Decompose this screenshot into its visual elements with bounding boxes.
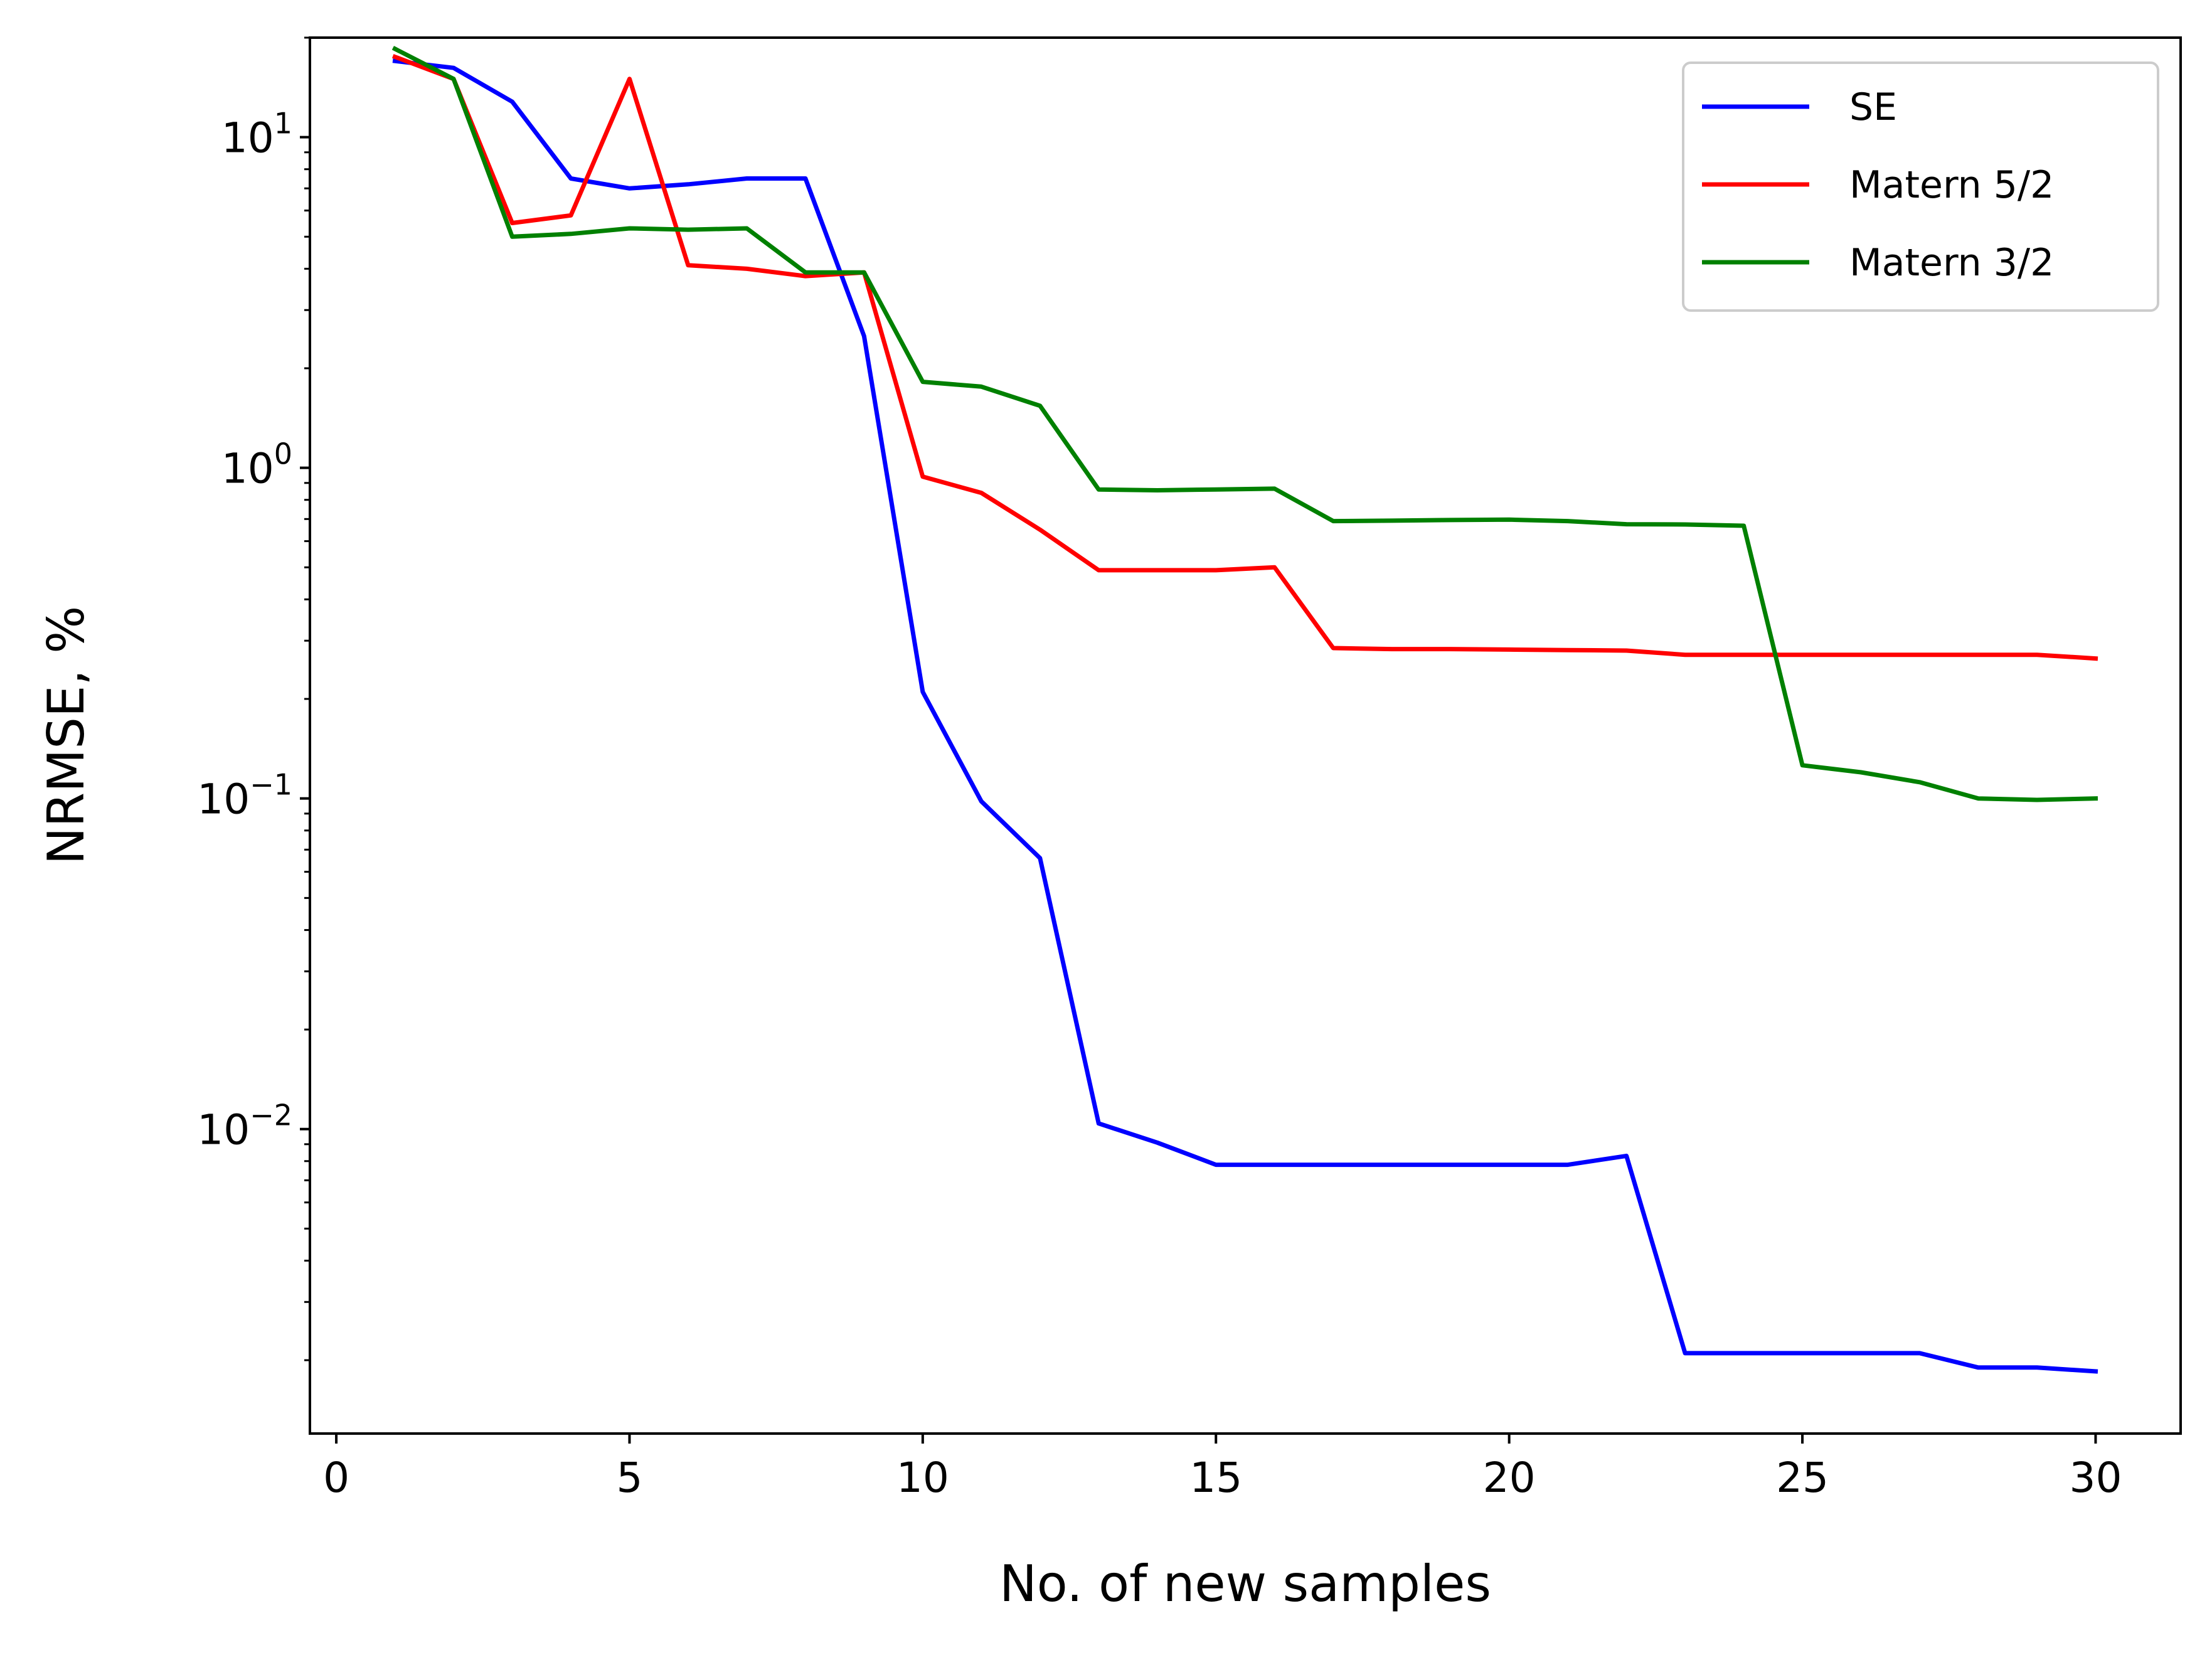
y-tick-exponent: 1 — [274, 107, 292, 141]
series-line-2 — [391, 46, 2098, 802]
legend-box — [1682, 61, 2159, 312]
y-tick-label: 10−2 — [197, 1099, 292, 1154]
x-tick-label: 25 — [1776, 1454, 1829, 1502]
y-tick-base: 10 — [221, 114, 274, 162]
x-tick-label: 15 — [1189, 1454, 1242, 1502]
x-tick-label: 0 — [323, 1454, 349, 1502]
y-tick-base: 10 — [197, 1106, 250, 1154]
legend-label: Matern 3/2 — [1849, 241, 2054, 285]
x-tick-label: 30 — [2069, 1454, 2122, 1502]
plot-frame — [309, 36, 2182, 1435]
y-tick-label: 10−1 — [197, 768, 292, 824]
x-axis-label: No. of new samples — [999, 1555, 1491, 1613]
series-lines — [391, 46, 2098, 1374]
series-line-1 — [391, 54, 2098, 661]
y-tick-exponent: −2 — [250, 1099, 292, 1132]
y-tick-base: 10 — [221, 445, 274, 493]
y-tick-label: 101 — [221, 107, 292, 162]
legend-label: Matern 5/2 — [1849, 163, 2054, 207]
series-line-0 — [392, 58, 2098, 1374]
y-axis-label: NRMSE, % — [37, 606, 95, 865]
y-tick-base: 10 — [197, 775, 250, 824]
y-tick-label: 100 — [221, 437, 292, 493]
x-tick-label: 5 — [616, 1454, 642, 1502]
x-tick-label: 20 — [1483, 1454, 1536, 1502]
legend-label: SE — [1849, 85, 1897, 129]
y-tick-exponent: 0 — [274, 437, 292, 471]
x-tick-label: 10 — [896, 1454, 949, 1502]
y-tick-exponent: −1 — [250, 768, 292, 802]
legend: SE Matern 5/2 Matern 3/2 — [1682, 61, 2159, 312]
x-axis-ticks: 0 5 10 15 20 25 30 — [323, 1434, 2122, 1502]
